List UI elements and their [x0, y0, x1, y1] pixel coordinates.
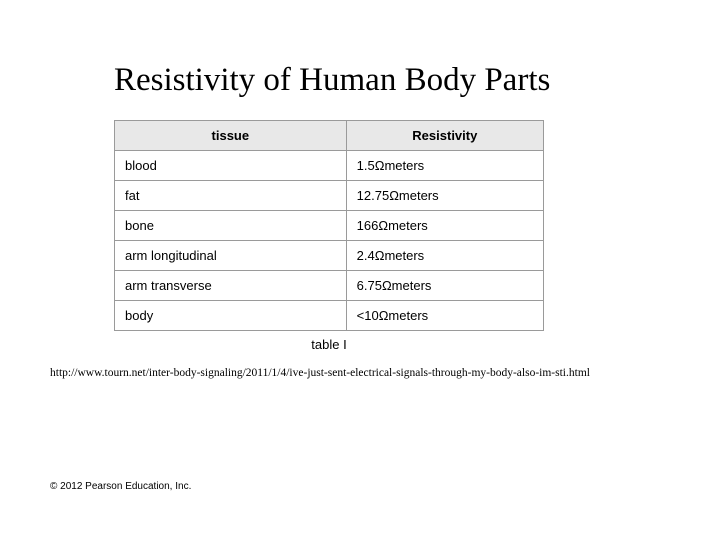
- cell-resistivity: 166Ωmeters: [346, 211, 543, 241]
- cell-tissue: fat: [115, 181, 347, 211]
- cell-resistivity: 6.75Ωmeters: [346, 271, 543, 301]
- cell-resistivity: 12.75Ωmeters: [346, 181, 543, 211]
- cell-resistivity: <10Ωmeters: [346, 301, 543, 331]
- slide: Resistivity of Human Body Parts tissue R…: [0, 0, 720, 540]
- cell-tissue: arm transverse: [115, 271, 347, 301]
- table-row: arm longitudinal 2.4Ωmeters: [115, 241, 544, 271]
- table-row: blood 1.5Ωmeters: [115, 151, 544, 181]
- table-caption: table I: [114, 331, 544, 352]
- col-header-resistivity: Resistivity: [346, 121, 543, 151]
- table-header-row: tissue Resistivity: [115, 121, 544, 151]
- copyright-notice: © 2012 Pearson Education, Inc.: [50, 481, 191, 492]
- cell-resistivity: 1.5Ωmeters: [346, 151, 543, 181]
- cell-tissue: bone: [115, 211, 347, 241]
- table-row: bone 166Ωmeters: [115, 211, 544, 241]
- cell-resistivity: 2.4Ωmeters: [346, 241, 543, 271]
- resistivity-table-container: tissue Resistivity blood 1.5Ωmeters fat …: [114, 120, 544, 352]
- source-url: http://www.tourn.net/inter-body-signalin…: [50, 367, 590, 379]
- cell-tissue: body: [115, 301, 347, 331]
- table-row: fat 12.75Ωmeters: [115, 181, 544, 211]
- slide-title: Resistivity of Human Body Parts: [114, 62, 550, 99]
- resistivity-table: tissue Resistivity blood 1.5Ωmeters fat …: [114, 120, 544, 331]
- col-header-tissue: tissue: [115, 121, 347, 151]
- cell-tissue: blood: [115, 151, 347, 181]
- cell-tissue: arm longitudinal: [115, 241, 347, 271]
- table-row: arm transverse 6.75Ωmeters: [115, 271, 544, 301]
- table-row: body <10Ωmeters: [115, 301, 544, 331]
